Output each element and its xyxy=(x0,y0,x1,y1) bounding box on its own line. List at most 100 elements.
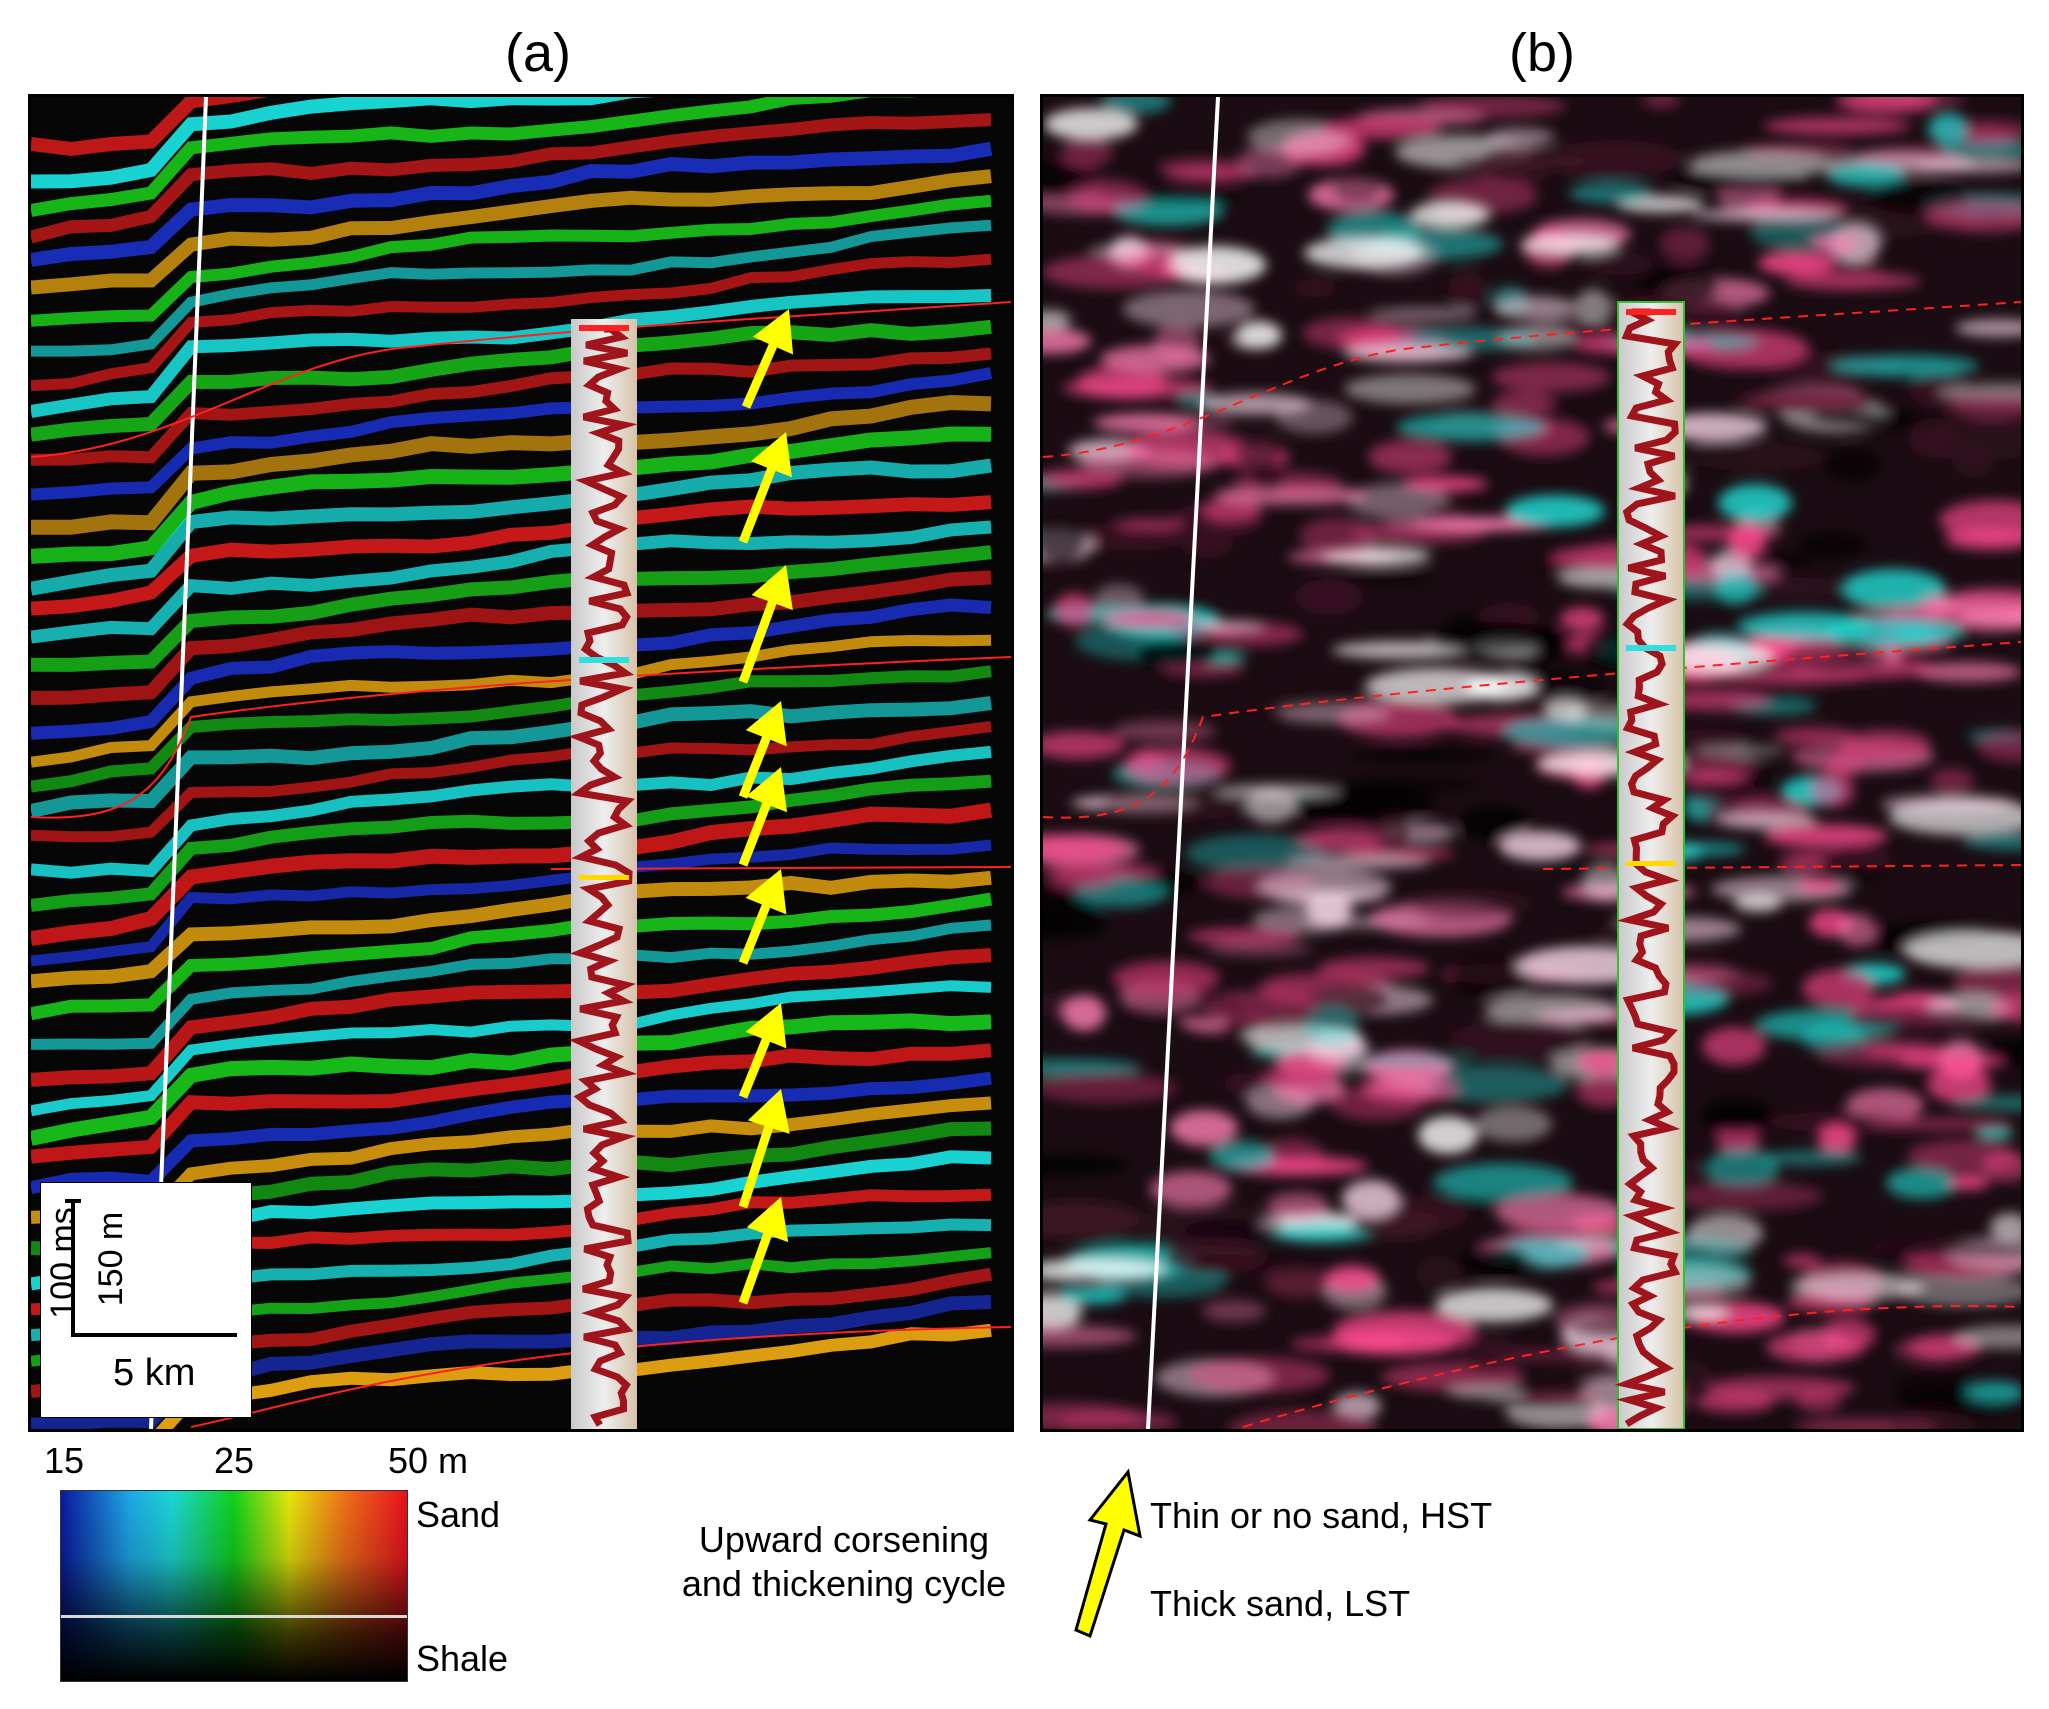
attribute-blob xyxy=(1181,530,1233,558)
arrow-head xyxy=(750,432,792,478)
attribute-blob xyxy=(1416,1256,1460,1292)
attribute-blob xyxy=(1841,730,1931,760)
attribute-blob xyxy=(1689,150,1835,178)
attribute-blob xyxy=(1435,1288,1553,1322)
attribute-blob xyxy=(1344,374,1476,404)
attribute-blob xyxy=(1043,1155,1129,1175)
arrow-head xyxy=(745,1003,787,1049)
seismic-reflector xyxy=(31,745,992,879)
attribute-blob xyxy=(1304,237,1424,269)
attribute-blob xyxy=(1663,689,1771,711)
colorbar-tick: 15 xyxy=(44,1440,85,1481)
attribute-blob xyxy=(1342,1336,1408,1350)
attribute-blob xyxy=(1188,1357,1330,1393)
attribute-blob xyxy=(1925,200,2021,232)
attribute-blob xyxy=(1048,863,1120,889)
attribute-blob xyxy=(1825,449,1881,481)
attribute-blob xyxy=(1232,471,1342,493)
attribute-blob xyxy=(1094,584,1144,612)
attribute-blob xyxy=(1492,391,1556,417)
attribute-blob xyxy=(1945,528,2021,550)
attribute-blob xyxy=(1904,931,2021,969)
seismic-reflector xyxy=(31,141,993,267)
arrow-head xyxy=(751,565,793,611)
colorbar-shale-label: Shale xyxy=(416,1638,509,1679)
attribute-blob xyxy=(1733,387,1877,415)
attribute-blob xyxy=(1909,418,1957,458)
attribute-blob xyxy=(1575,289,1611,325)
attribute-blob xyxy=(1846,1008,1996,1032)
cycle-arrow-icon xyxy=(1074,1468,1142,1639)
attribute-blob xyxy=(1784,641,1888,675)
colorbar-sand-label: Sand xyxy=(416,1494,501,1535)
attribute-blob xyxy=(1365,668,1507,704)
attribute-blob xyxy=(1123,747,1231,785)
cycle-arrows xyxy=(738,309,794,1305)
attribute-blob xyxy=(1930,768,1974,794)
distance-scale-bar xyxy=(71,1333,237,1337)
attribute-blob xyxy=(1059,1286,1127,1304)
attribute-blob xyxy=(1759,1150,1863,1166)
attribute-blob xyxy=(1318,957,1430,979)
seismic-reflector xyxy=(31,194,992,327)
attribute-blob xyxy=(1965,1381,2021,1403)
attribute-blob xyxy=(1821,845,1885,883)
arrow-shaft xyxy=(738,1221,776,1305)
attribute-blob xyxy=(1907,1140,2019,1172)
attribute-blob xyxy=(1202,1300,1266,1322)
attribute-blob xyxy=(1796,879,1840,893)
attribute-blob xyxy=(1249,464,1287,492)
attribute-blob xyxy=(1270,1223,1376,1243)
attribute-blob xyxy=(1043,1258,1165,1280)
seismic-reflector xyxy=(31,169,992,295)
seismic-reflector xyxy=(31,495,992,616)
seismic-reflector xyxy=(31,774,992,912)
attribute-blob xyxy=(1466,673,1538,701)
attribute-blob xyxy=(1758,251,1834,275)
attribute-blob xyxy=(1236,321,1282,349)
attribute-blob xyxy=(1898,1054,2004,1070)
seismic-reflector xyxy=(31,1071,992,1195)
attribute-blob xyxy=(1285,855,1431,869)
attribute-blob xyxy=(1764,824,1888,848)
attribute-blob xyxy=(1209,1141,1275,1171)
seismic-reflector xyxy=(31,545,992,672)
seismic-reflector xyxy=(31,696,992,818)
attribute-blob xyxy=(1043,1073,1178,1103)
attribute-blob xyxy=(1866,1117,2012,1131)
seismic-reflector xyxy=(31,839,992,967)
colorbar-tick: 50 m xyxy=(388,1440,469,1481)
attribute-blob xyxy=(1070,523,1184,551)
attribute-blob xyxy=(1321,117,1441,139)
attribute-blob xyxy=(1433,1163,1573,1201)
attribute-blob xyxy=(1893,1337,1967,1363)
attribute-blob xyxy=(1687,787,1771,805)
attribute-blob xyxy=(1043,1403,1144,1429)
arrow-head xyxy=(752,309,794,355)
attribute-blob xyxy=(1043,310,1071,330)
attribute-blob xyxy=(1382,518,1526,532)
seismic-reflector xyxy=(31,948,992,1087)
attribute-blob xyxy=(1527,670,1605,710)
attribute-blob xyxy=(1044,108,1138,140)
attribute-blob xyxy=(1956,610,2021,628)
scale-bar-box: 100 ms 150 m 5 km xyxy=(40,1182,252,1418)
attribute-blob xyxy=(1157,158,1243,176)
attribute-blob xyxy=(1277,704,1391,724)
attribute-blob xyxy=(1237,146,1303,178)
attribute-blob xyxy=(1927,1065,1991,1103)
attribute-blob xyxy=(1043,1325,1137,1347)
attribute-blob xyxy=(1949,393,2021,419)
attribute-blob xyxy=(1642,97,1680,109)
attribute-blob xyxy=(1547,140,1683,178)
attribute-blob xyxy=(1763,117,1911,135)
attribute-blob xyxy=(1660,226,1710,262)
attribute-blob xyxy=(1324,1265,1380,1293)
panel-a-label: (a) xyxy=(505,23,571,83)
attribute-blob xyxy=(1368,440,1452,474)
attribute-blob xyxy=(1080,448,1218,478)
attribute-blob xyxy=(1701,1099,1773,1133)
attribute-blob xyxy=(1100,789,1248,821)
attribute-blob xyxy=(1150,1171,1232,1207)
attribute-blob xyxy=(1962,832,2021,850)
